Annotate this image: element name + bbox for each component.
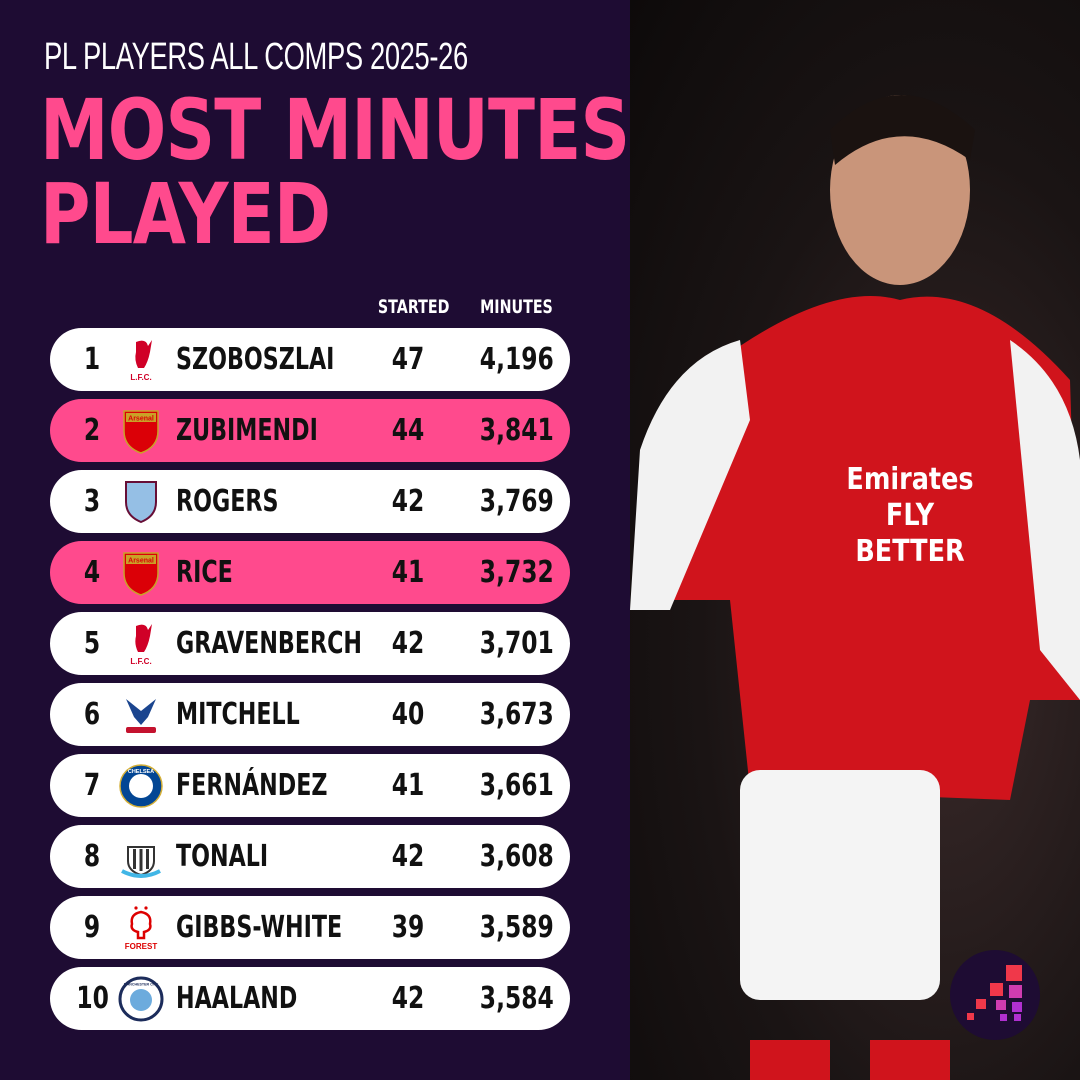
club-crest-icon: CHELSEA [119, 764, 163, 808]
rank: 2 [83, 413, 101, 448]
minutes-value: 3,732 [479, 555, 554, 590]
crest-lettering: FOREST [125, 942, 158, 951]
started-value: 39 [391, 910, 425, 945]
rank: 6 [83, 697, 101, 732]
minutes-value: 3,673 [479, 697, 554, 732]
title-line-1: MOST MINUTES [40, 81, 630, 179]
player-name: GRAVENBERCH [176, 626, 362, 661]
rank: 3 [83, 484, 101, 519]
started-value: 41 [391, 768, 425, 803]
player-name: FERNÁNDEZ [176, 768, 328, 803]
started-value: 42 [391, 484, 425, 519]
minutes-value: 3,589 [479, 910, 554, 945]
started-value: 47 [391, 342, 425, 377]
minutes-value: 3,608 [479, 839, 554, 874]
club-crest-icon [121, 846, 161, 878]
club-crest-icon [125, 481, 157, 524]
table-row: 4 Arsenal RICE 41 3,732 [50, 541, 570, 604]
crest-lettering: L.F.C. [130, 657, 151, 666]
started-value: 41 [391, 555, 425, 590]
started-value: 44 [391, 413, 425, 448]
club-crest-icon: Arsenal [123, 410, 159, 454]
player-name: SZOBOSZLAI [176, 342, 335, 377]
table-row: 1 L.F.C. SZOBOSZLAI 47 4,196 [50, 328, 570, 391]
table-row: 2 Arsenal ZUBIMENDI 44 3,841 [50, 399, 570, 462]
table-row: 6 MITCHELL 40 3,673 [50, 683, 570, 746]
rank: 5 [83, 626, 101, 661]
crest-lettering: Arsenal [128, 416, 154, 423]
started-value: 42 [391, 839, 425, 874]
club-crest-icon: MANCHESTER CITY [118, 976, 164, 1022]
minutes-value: 3,769 [479, 484, 554, 519]
crest-lettering: CHELSEA [128, 769, 154, 775]
rank: 4 [83, 555, 101, 590]
table-row: 5 L.F.C. GRAVENBERCH 42 3,701 [50, 612, 570, 675]
minutes-value: 3,584 [479, 981, 554, 1016]
minutes-value: 3,841 [479, 413, 554, 448]
crest-lettering: MANCHESTER CITY [124, 983, 159, 987]
table-row: 10 MANCHESTER CITY HAALAND 42 3,584 [50, 967, 570, 1030]
rank: 9 [83, 910, 101, 945]
player-name: HAALAND [176, 981, 298, 1016]
started-value: 40 [391, 697, 425, 732]
table-row: 8 TONALI 42 3,608 [50, 825, 570, 888]
jersey-sponsor-text: Emirates FLY BETTER [846, 462, 974, 569]
club-crest-icon: FOREST [125, 906, 158, 951]
rank: 7 [83, 768, 101, 803]
player-name: MITCHELL [176, 697, 300, 732]
infographic-panel: PL PLAYERS ALL COMPS 2025-26 MOST MINUTE… [40, 36, 631, 1030]
player-name: RICE [176, 555, 233, 590]
started-value: 42 [391, 626, 425, 661]
club-crest-icon: L.F.C. [130, 340, 152, 382]
table-row: 9 FOREST GIBBS-WHITE 39 3,589 [50, 896, 570, 959]
crest-lettering: L.F.C. [130, 373, 151, 382]
player-illustration [630, 95, 1080, 1080]
club-crest-icon [126, 699, 156, 733]
title-line-2: PLAYED [40, 165, 331, 263]
started-value: 42 [391, 981, 425, 1016]
stepped-bars-logo-icon [967, 965, 1022, 1021]
crest-lettering: Arsenal [128, 558, 154, 565]
rank: 1 [83, 342, 101, 377]
player-name: TONALI [176, 839, 269, 874]
minutes-value: 4,196 [479, 342, 554, 377]
player-name: GIBBS-WHITE [176, 910, 343, 945]
club-crest-icon: Arsenal [123, 552, 159, 596]
minutes-value: 3,661 [479, 768, 554, 803]
minutes-value: 3,701 [479, 626, 554, 661]
player-name: ZUBIMENDI [176, 413, 318, 448]
rank: 10 [76, 981, 109, 1016]
column-header-minutes: MINUTES [480, 296, 553, 318]
table-row: 7 CHELSEA FERNÁNDEZ 41 3,661 [50, 754, 570, 817]
table-row: 3 ROGERS 42 3,769 [50, 470, 570, 533]
player-photo: Emirates FLY BETTER [630, 0, 1080, 1080]
brand-logo [950, 950, 1040, 1040]
rank: 8 [83, 839, 101, 874]
column-header-started: STARTED [377, 296, 450, 318]
player-name: ROGERS [176, 484, 279, 519]
subtitle: PL PLAYERS ALL COMPS 2025-26 [44, 36, 468, 78]
club-crest-icon: L.F.C. [130, 624, 152, 666]
